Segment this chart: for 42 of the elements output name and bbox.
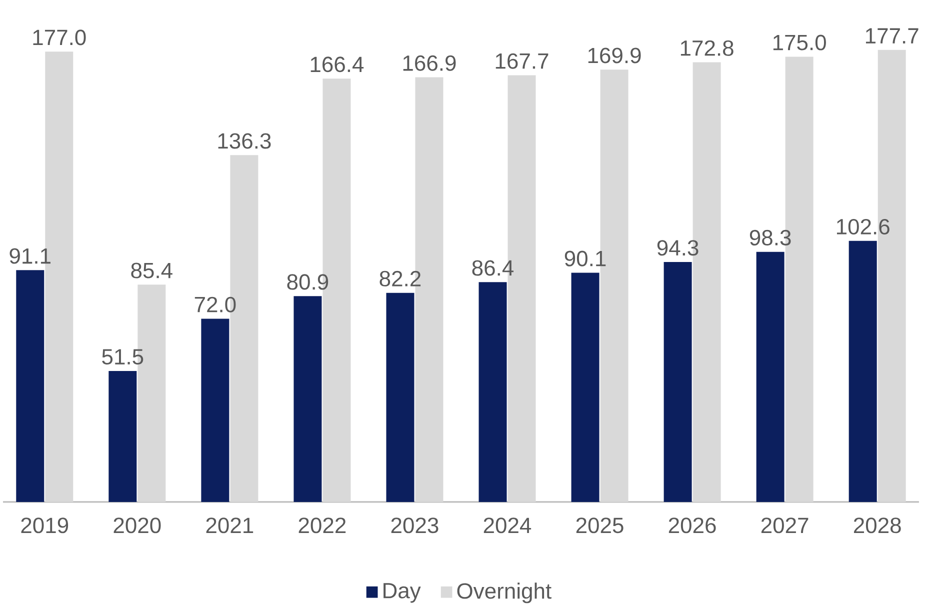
- x-tick-label: 2021: [206, 518, 254, 534]
- data-label: 82.2: [380, 270, 421, 286]
- data-label: 80.9: [287, 274, 328, 290]
- bar: [848, 240, 877, 502]
- bar: [16, 270, 44, 502]
- bar: [386, 292, 414, 502]
- x-tick-label: 2025: [576, 518, 624, 534]
- data-label: 72.0: [194, 296, 236, 312]
- data-label: 177.0: [33, 30, 86, 46]
- legend-label: Day: [384, 583, 421, 603]
- x-tick-label: 2027: [761, 518, 808, 534]
- x-tick-label: 2028: [854, 518, 901, 534]
- data-label: 94.3: [657, 240, 698, 256]
- x-tick-label: 2019: [21, 518, 68, 534]
- data-label: 177.7: [866, 28, 918, 44]
- bar: [201, 318, 230, 502]
- data-label: 86.4: [472, 260, 514, 276]
- data-label: 167.7: [496, 53, 548, 69]
- x-tick-label: 2023: [391, 518, 438, 534]
- legend-label: Overnight: [457, 582, 552, 604]
- bar: [108, 370, 137, 502]
- data-label: 136.3: [218, 133, 271, 149]
- x-tick-label: 2022: [298, 518, 346, 534]
- x-tick-label: 2024: [484, 518, 532, 534]
- x-tick-label: 2026: [668, 518, 716, 534]
- bar: [756, 252, 784, 502]
- data-label: 98.3: [750, 230, 791, 246]
- bar: [478, 282, 507, 502]
- data-label: 166.4: [310, 56, 364, 72]
- data-label: 85.4: [131, 262, 172, 278]
- data-label: 91.1: [10, 248, 50, 264]
- data-label: 166.9: [403, 55, 456, 71]
- data-label: 90.1: [564, 250, 606, 266]
- data-label: 51.5: [102, 349, 144, 365]
- bar: [571, 272, 600, 502]
- data-label: 169.9: [588, 48, 641, 64]
- data-label: 172.8: [680, 40, 734, 56]
- data-label: 102.6: [836, 218, 890, 235]
- bar: [294, 296, 322, 502]
- data-label: 175.0: [773, 34, 826, 50]
- x-tick-label: 2020: [114, 518, 161, 534]
- bar: [664, 262, 692, 502]
